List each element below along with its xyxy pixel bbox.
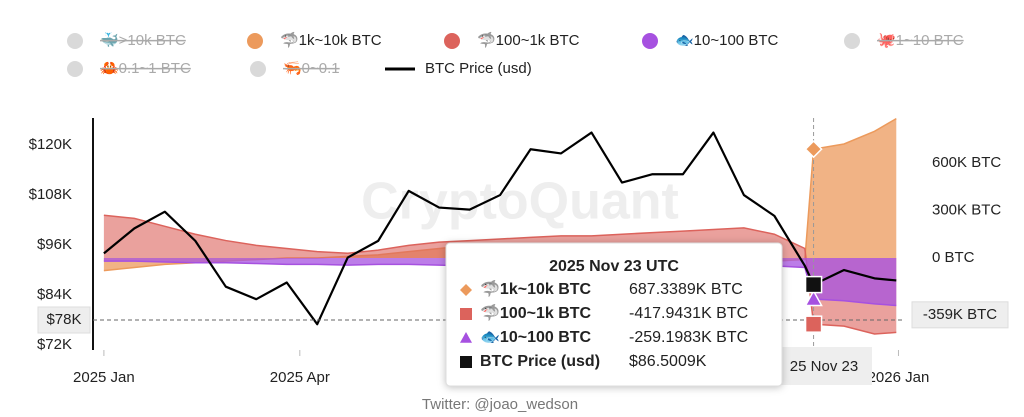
- tooltip-value: -259.1983K BTC: [629, 329, 748, 346]
- point-marker: [804, 315, 823, 333]
- x-tick-label: 2025 Apr: [270, 369, 330, 386]
- crosshair-y2-box: [911, 301, 1009, 329]
- legend-dot: [67, 61, 83, 77]
- y2-tick-label: 600K BTC: [932, 154, 1001, 171]
- x-tick-label: 2025 Jan: [73, 369, 135, 386]
- crosshair-x-label: 25 Nov 23: [790, 358, 858, 375]
- crosshair-y2-label: -359K BTC: [923, 306, 997, 323]
- y2-tick-label: 300K BTC: [932, 201, 1001, 218]
- tooltip-name: 🦈100~1k BTC: [480, 303, 592, 322]
- legend-label: 🦈100~1k BTC: [477, 31, 580, 49]
- tooltip-name: 🐟10~100 BTC: [480, 329, 592, 346]
- point-marker: [804, 275, 823, 294]
- y-tick-label: $96K: [37, 236, 72, 253]
- legend-dot: [642, 33, 658, 49]
- tooltip-marker: [460, 332, 472, 343]
- tooltip-value: 687.3389K BTC: [629, 281, 743, 298]
- crosshair-y-label: $78K: [46, 311, 81, 328]
- crosshair-y-box: [37, 306, 91, 334]
- y-tick-label: $72K: [37, 336, 72, 353]
- tooltip-marker: [460, 356, 472, 368]
- y2-tick-label: 0 BTC: [932, 249, 975, 266]
- tooltip-title: 2025 Nov 23 UTC: [549, 258, 679, 275]
- y-tick-label: $120K: [29, 136, 72, 153]
- legend-label: 🐟10~100 BTC: [675, 32, 778, 49]
- legend-label: BTC Price (usd): [425, 60, 532, 77]
- area-fill: [103, 257, 897, 306]
- tooltip-marker: [460, 308, 472, 320]
- price-line: [103, 131, 897, 326]
- watermark: CryptoQuant: [361, 173, 679, 231]
- legend-dot: [844, 33, 860, 49]
- tooltip-name: 🦈1k~10k BTC: [480, 279, 592, 298]
- point-marker: [804, 140, 823, 159]
- x-tick-label: 2026 Jan: [868, 369, 930, 386]
- legend-label: 🐙1~10 BTC: [877, 32, 964, 49]
- tooltip-box: [445, 242, 783, 387]
- legend-label: 🐳>10k BTC: [100, 31, 186, 49]
- legend-dot: [444, 33, 460, 49]
- area-fill: [103, 118, 897, 271]
- tooltip-marker: [460, 284, 472, 296]
- legend-label: 🦐0~0.1: [283, 60, 340, 77]
- point-marker: [804, 289, 823, 307]
- legend-label: 🦀0.1~1 BTC: [100, 60, 191, 77]
- tooltip-value: $86.5009K: [629, 353, 707, 370]
- y-tick-label: $108K: [29, 186, 72, 203]
- legend-dot: [247, 33, 263, 49]
- y-tick-label: $84K: [37, 286, 72, 303]
- legend-dot: [67, 33, 83, 49]
- footer: Twitter: @joao_wedson: [422, 396, 578, 413]
- legend-dot: [250, 61, 266, 77]
- crosshair-x-box: [770, 347, 872, 385]
- tooltip-name: BTC Price (usd): [480, 353, 600, 370]
- tooltip-value: -417.9431K BTC: [629, 305, 748, 322]
- legend-label: 🦈1k~10k BTC: [280, 31, 382, 49]
